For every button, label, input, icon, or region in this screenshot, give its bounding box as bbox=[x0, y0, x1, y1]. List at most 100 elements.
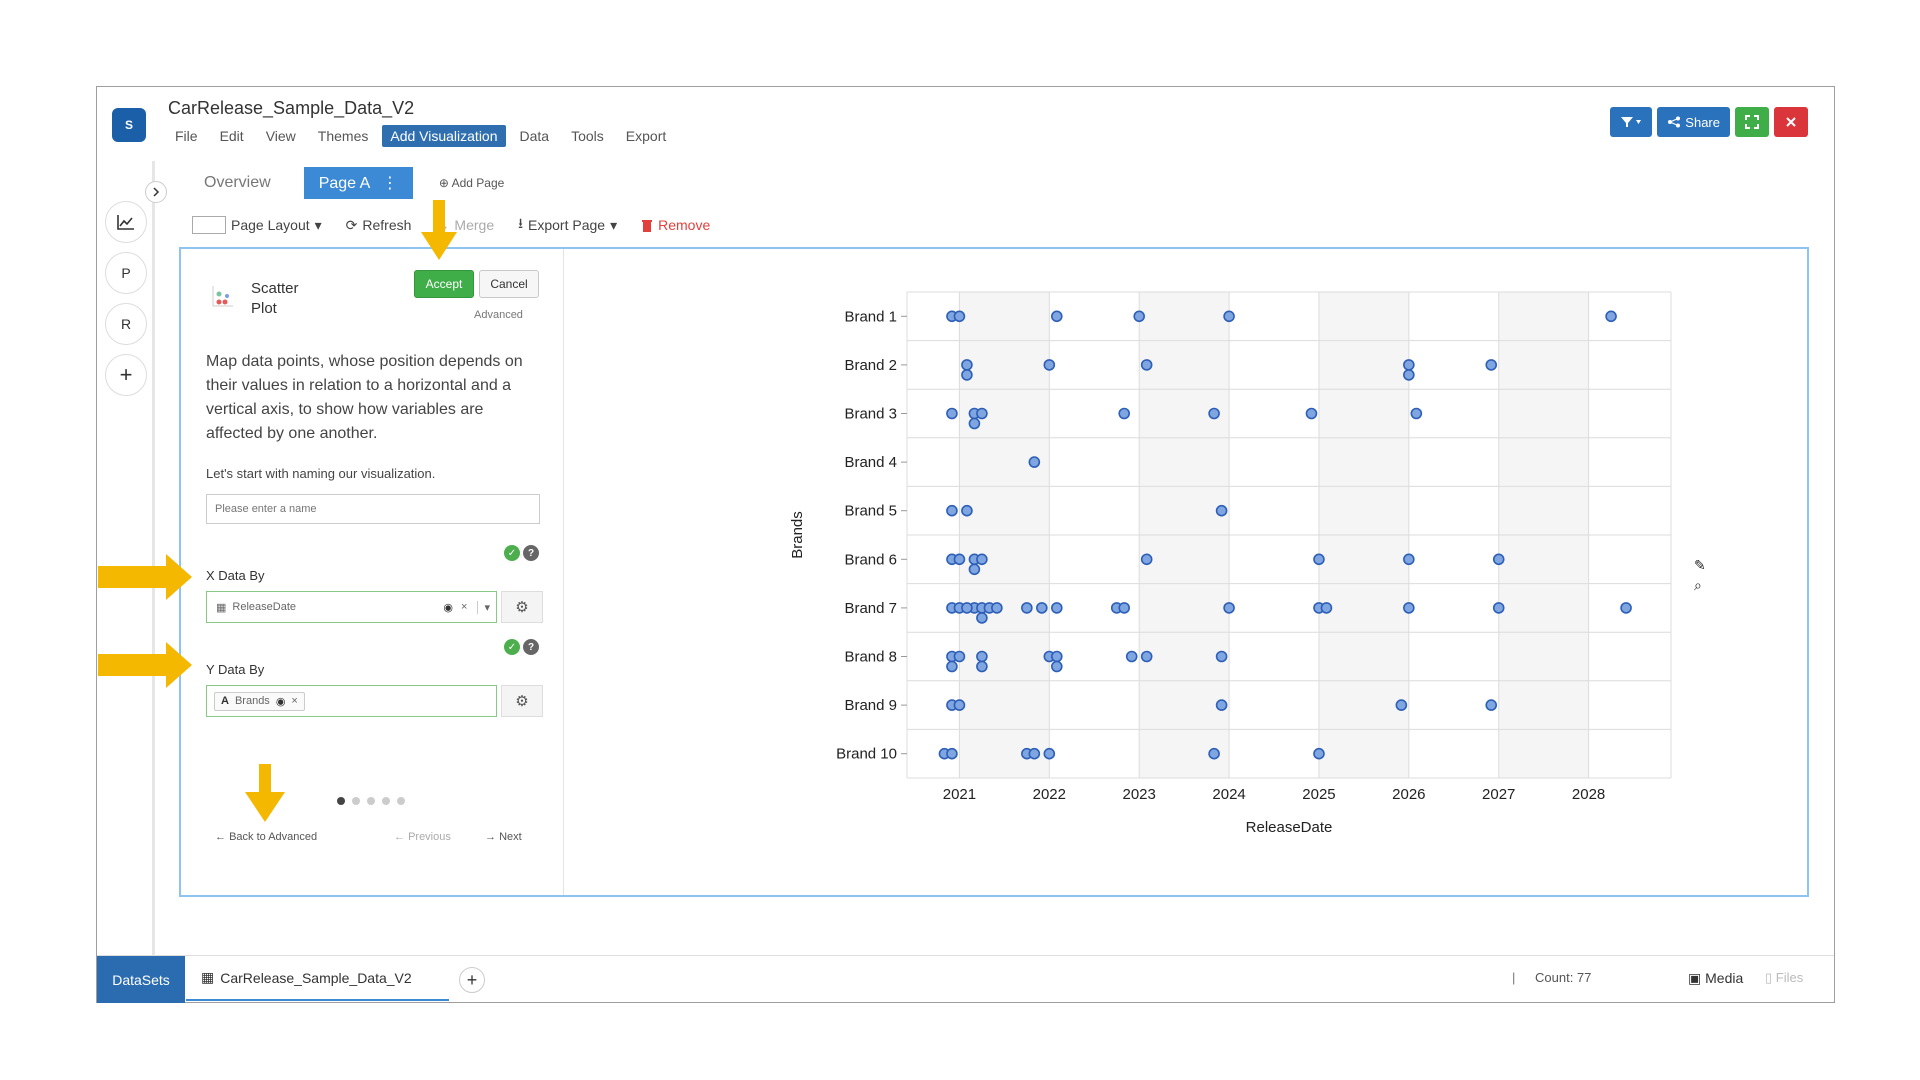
filter-dropdown-button[interactable] bbox=[1610, 107, 1653, 137]
eye-icon[interactable]: ◉ bbox=[275, 695, 286, 708]
y-tick-label: Brand 8 bbox=[844, 649, 897, 666]
rail-expand-button[interactable] bbox=[145, 181, 167, 203]
tab-page-a[interactable]: Page A ⋮ bbox=[303, 167, 413, 199]
visualization-editor: Scatter Plot Accept Cancel Advanced Map … bbox=[179, 247, 1809, 897]
menu-view[interactable]: View bbox=[265, 128, 296, 144]
media-tab[interactable]: ▣ Media bbox=[1688, 970, 1743, 987]
data-point bbox=[953, 553, 966, 566]
config-panel: Scatter Plot Accept Cancel Advanced Map … bbox=[181, 249, 564, 895]
data-point bbox=[1215, 650, 1228, 663]
data-point bbox=[1605, 310, 1617, 323]
data-point bbox=[1485, 359, 1498, 371]
back-label: Back to Advanced bbox=[229, 831, 318, 843]
dropdown-caret-icon[interactable]: ▾ bbox=[477, 600, 496, 614]
add-dataset-button[interactable]: + bbox=[459, 967, 485, 993]
add-page-label: Add Page bbox=[451, 176, 505, 190]
x-tick-label: 2023 bbox=[1123, 786, 1156, 803]
chevron-right-icon bbox=[153, 187, 160, 197]
files-tab[interactable]: ▯ Files bbox=[1765, 970, 1803, 986]
arrow-left-icon: ← bbox=[394, 831, 405, 843]
back-to-advanced-link[interactable]: ← Back to Advanced bbox=[215, 831, 317, 843]
datasets-tab[interactable]: DataSets bbox=[97, 956, 185, 1003]
y-settings-button[interactable]: ⚙ bbox=[501, 685, 543, 717]
arrow-annotation bbox=[98, 554, 192, 600]
data-point bbox=[968, 563, 981, 576]
data-point bbox=[976, 612, 988, 624]
data-point bbox=[1051, 660, 1063, 673]
menu-edit[interactable]: Edit bbox=[219, 128, 244, 144]
accept-button[interactable]: Accept bbox=[414, 270, 474, 298]
trash-icon bbox=[642, 220, 653, 232]
x-field-value: ReleaseDate bbox=[232, 601, 296, 613]
line-chart-icon bbox=[117, 215, 134, 230]
tab-overview[interactable]: Overview bbox=[204, 174, 271, 191]
data-point bbox=[976, 553, 988, 566]
y-data-field[interactable]: A Brands ◉ × bbox=[206, 685, 497, 717]
step-dot[interactable] bbox=[397, 797, 405, 805]
rail-add-button[interactable]: + bbox=[105, 354, 147, 396]
text-type-icon: A bbox=[221, 695, 229, 707]
remove-button[interactable]: Remove bbox=[641, 217, 710, 233]
menu-export[interactable]: Export bbox=[625, 128, 667, 144]
data-point bbox=[1051, 602, 1063, 614]
step-dot[interactable] bbox=[382, 797, 390, 805]
data-point bbox=[1208, 407, 1220, 420]
wizard-step-dots bbox=[337, 797, 405, 805]
cancel-button[interactable]: Cancel bbox=[479, 270, 539, 298]
clear-icon[interactable]: × bbox=[291, 695, 298, 707]
data-point bbox=[1036, 602, 1048, 614]
data-point bbox=[1492, 553, 1505, 566]
data-point bbox=[1208, 747, 1220, 760]
brush-icon[interactable]: ✎ bbox=[1694, 557, 1706, 573]
y-tick-label: Brand 3 bbox=[844, 406, 897, 423]
next-link[interactable]: → Next bbox=[485, 831, 522, 843]
fullscreen-button[interactable] bbox=[1735, 107, 1769, 137]
data-point bbox=[946, 504, 958, 517]
viz-name-input[interactable] bbox=[206, 494, 540, 524]
page-layout-button[interactable]: Page Layout ▾ bbox=[192, 216, 322, 234]
clear-icon[interactable]: × bbox=[461, 601, 468, 613]
step-dot[interactable] bbox=[352, 797, 360, 805]
help-icon[interactable]: ? bbox=[523, 639, 539, 655]
rail-r-button[interactable]: R bbox=[105, 303, 147, 345]
dataset-file-tab[interactable]: ▦ CarRelease_Sample_Data_V2 bbox=[186, 956, 449, 1001]
data-point bbox=[1215, 699, 1228, 711]
export-page-button[interactable]: ⭳ Export Page ▾ bbox=[518, 213, 617, 237]
x-settings-button[interactable]: ⚙ bbox=[501, 591, 543, 623]
refresh-button[interactable]: ⟳ Refresh bbox=[346, 217, 412, 234]
data-point bbox=[976, 407, 988, 420]
data-point bbox=[1223, 602, 1235, 614]
advanced-link[interactable]: Advanced bbox=[474, 309, 523, 321]
zoom-icon[interactable]: ⌕ bbox=[1694, 577, 1702, 593]
data-point bbox=[1118, 602, 1131, 614]
scatter-chart[interactable]: Brand 1 Brand 2 Brand 3 Brand 4 Brand 5 Brand… bbox=[565, 249, 1685, 895]
data-point bbox=[1485, 699, 1498, 711]
fullscreen-icon bbox=[1745, 115, 1759, 129]
table-icon: ▦ bbox=[201, 969, 215, 985]
rail-charts-button[interactable] bbox=[105, 201, 147, 243]
menu-add-visualization[interactable]: Add Visualization bbox=[382, 125, 506, 147]
step-dot[interactable] bbox=[337, 797, 345, 805]
x-data-field[interactable]: ▦ ReleaseDate ◉ × ▾ bbox=[206, 591, 497, 623]
record-count-label: Count: 77 bbox=[1535, 970, 1592, 985]
menu-file[interactable]: File bbox=[175, 128, 198, 144]
rail-p-button[interactable]: P bbox=[105, 252, 147, 294]
add-page-button[interactable]: ⊕ Add Page bbox=[439, 176, 504, 190]
step-dot[interactable] bbox=[367, 797, 375, 805]
help-icon[interactable]: ? bbox=[523, 545, 539, 561]
y-tick-label: Brand 5 bbox=[844, 503, 897, 520]
eye-icon[interactable]: ◉ bbox=[443, 601, 454, 614]
menu-data[interactable]: Data bbox=[519, 128, 550, 144]
data-point bbox=[976, 660, 988, 673]
menu-tools[interactable]: Tools bbox=[571, 128, 604, 144]
y-tick-label: Brand 9 bbox=[844, 697, 897, 714]
menu-themes[interactable]: Themes bbox=[317, 128, 369, 144]
data-point bbox=[1403, 553, 1415, 566]
previous-link[interactable]: ← Previous bbox=[394, 831, 451, 843]
close-button[interactable] bbox=[1774, 107, 1808, 137]
kebab-menu-icon[interactable]: ⋮ bbox=[381, 175, 398, 192]
data-point bbox=[1028, 747, 1041, 760]
export-page-label: Export Page bbox=[528, 217, 606, 233]
share-button[interactable]: Share bbox=[1657, 107, 1730, 137]
